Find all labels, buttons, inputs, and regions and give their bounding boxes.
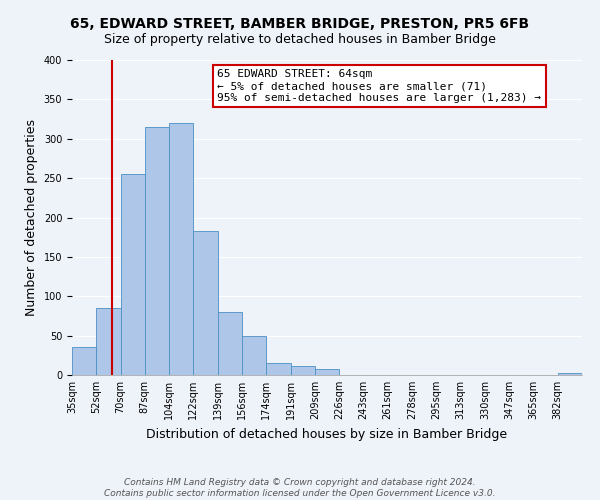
- Bar: [169, 123, 193, 375]
- Bar: [96, 308, 121, 375]
- Bar: [72, 348, 96, 375]
- Bar: [290, 366, 315, 375]
- Y-axis label: Number of detached properties: Number of detached properties: [25, 119, 38, 316]
- Bar: [242, 336, 266, 375]
- Text: 65, EDWARD STREET, BAMBER BRIDGE, PRESTON, PR5 6FB: 65, EDWARD STREET, BAMBER BRIDGE, PRESTO…: [70, 18, 530, 32]
- Bar: [315, 368, 339, 375]
- Bar: [218, 312, 242, 375]
- Bar: [193, 231, 218, 375]
- X-axis label: Distribution of detached houses by size in Bamber Bridge: Distribution of detached houses by size …: [146, 428, 508, 440]
- Bar: [558, 374, 582, 375]
- Bar: [121, 174, 145, 375]
- Text: Size of property relative to detached houses in Bamber Bridge: Size of property relative to detached ho…: [104, 32, 496, 46]
- Text: Contains HM Land Registry data © Crown copyright and database right 2024.
Contai: Contains HM Land Registry data © Crown c…: [104, 478, 496, 498]
- Bar: [266, 363, 290, 375]
- Bar: [145, 127, 169, 375]
- Text: 65 EDWARD STREET: 64sqm
← 5% of detached houses are smaller (71)
95% of semi-det: 65 EDWARD STREET: 64sqm ← 5% of detached…: [217, 70, 541, 102]
